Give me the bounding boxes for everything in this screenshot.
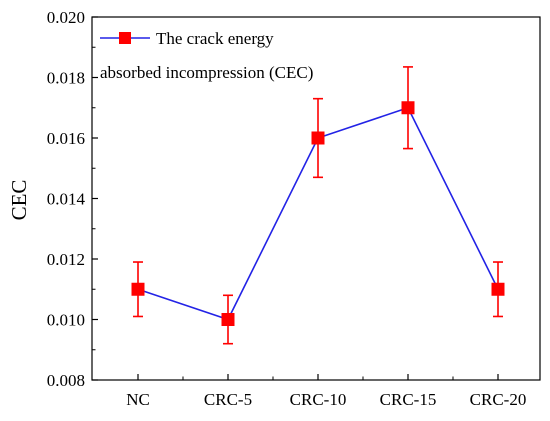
data-point [491, 282, 505, 296]
legend: The crack energy absorbed incompression … [100, 29, 313, 82]
y-tick-label: 0.020 [47, 8, 85, 27]
y-tick-label: 0.016 [47, 129, 85, 148]
data-point [401, 101, 415, 115]
y-tick-label: 0.010 [47, 311, 85, 330]
x-axis: NC CRC-5 CRC-10 CRC-15 CRC-20 [126, 374, 526, 409]
y-tick-label: 0.012 [47, 250, 85, 269]
x-tick-label: NC [126, 390, 150, 409]
legend-entry-line2: absorbed incompression (CEC) [100, 63, 313, 82]
legend-marker-swatch [119, 32, 131, 44]
y-tick-label: 0.008 [47, 371, 85, 390]
data-point [311, 131, 325, 145]
x-tick-label: CRC-10 [290, 390, 347, 409]
y-tick-label: 0.018 [47, 69, 85, 88]
y-axis-title: CEC [7, 180, 31, 221]
x-tick-label: CRC-20 [470, 390, 527, 409]
y-axis: 0.008 0.010 0.012 0.014 0.016 0.018 0.020 [47, 8, 98, 390]
data-point [131, 282, 145, 296]
x-tick-label: CRC-5 [204, 390, 252, 409]
data-point [221, 313, 235, 326]
legend-entry-line1: The crack energy [156, 29, 274, 48]
x-tick-label: CRC-15 [380, 390, 437, 409]
y-tick-label: 0.014 [47, 190, 86, 209]
series-layer [131, 66, 505, 345]
